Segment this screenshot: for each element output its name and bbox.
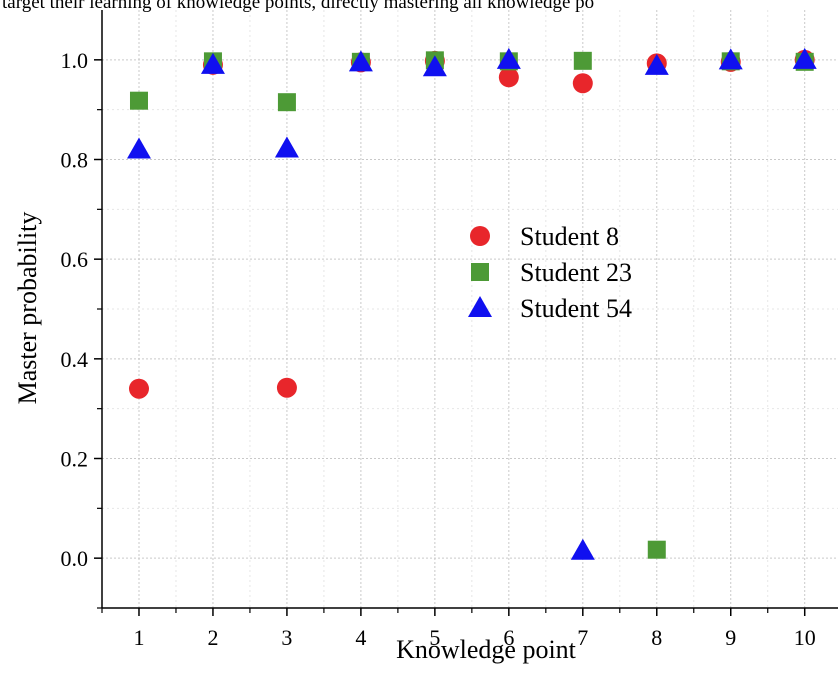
point-triangle-4 (348, 50, 373, 72)
point-triangle-6 (496, 47, 521, 69)
point-triangle-5 (422, 55, 447, 77)
y-tick-label: 0.2 (61, 447, 89, 472)
x-tick-label: 9 (725, 625, 736, 650)
legend-marker-circle (470, 226, 490, 246)
point-circle-6 (498, 67, 519, 88)
point-square-8 (647, 540, 666, 559)
point-triangle-2 (200, 52, 225, 74)
point-square-1 (129, 91, 148, 110)
y-tick-label: 0.6 (61, 247, 89, 272)
y-tick-label: 0.8 (61, 148, 89, 173)
point-triangle-3 (274, 136, 299, 158)
legend: Student 8 Student 23 Student 54 (468, 222, 632, 323)
point-square-3 (277, 93, 296, 112)
x-tick-label: 1 (133, 625, 144, 650)
y-axis-title: Master probability (13, 212, 42, 405)
y-tick-label: 0.4 (61, 347, 89, 372)
point-triangle-8 (644, 53, 669, 75)
point-triangle-7 (570, 538, 595, 560)
legend-marker-square (471, 263, 489, 281)
point-triangle-1 (126, 137, 151, 159)
legend-label: Student 8 (520, 222, 619, 251)
axes (94, 10, 838, 616)
x-tick-label: 5 (429, 625, 440, 650)
point-circle-7 (572, 73, 593, 94)
grid (102, 10, 838, 608)
top-caption: target their learning of knowledge point… (2, 0, 594, 13)
point-circle-1 (128, 378, 149, 399)
point-circle-3 (276, 377, 297, 398)
x-tick-labels: 1 2 3 4 5 6 7 8 9 10 (133, 625, 815, 650)
x-tick-label: 3 (281, 625, 292, 650)
y-tick-labels: 0.0 0.2 0.4 0.6 0.8 1.0 (61, 48, 89, 571)
legend-label: Student 23 (520, 258, 632, 287)
point-square-7 (573, 51, 592, 70)
point-triangle-10 (792, 47, 817, 69)
x-tick-label: 7 (577, 625, 588, 650)
x-tick-label: 6 (503, 625, 514, 650)
y-tick-label: 0.0 (61, 546, 89, 571)
x-tick-label: 2 (207, 625, 218, 650)
x-tick-label: 4 (355, 625, 366, 650)
legend-marker-triangle (468, 296, 492, 317)
legend-label: Student 54 (520, 294, 632, 323)
x-tick-label: 10 (794, 625, 816, 650)
x-axis-title: Knowledge point (396, 635, 577, 664)
x-tick-label: 8 (651, 625, 662, 650)
point-triangle-9 (718, 48, 743, 70)
data-points (126, 47, 817, 560)
y-tick-label: 1.0 (61, 48, 89, 73)
